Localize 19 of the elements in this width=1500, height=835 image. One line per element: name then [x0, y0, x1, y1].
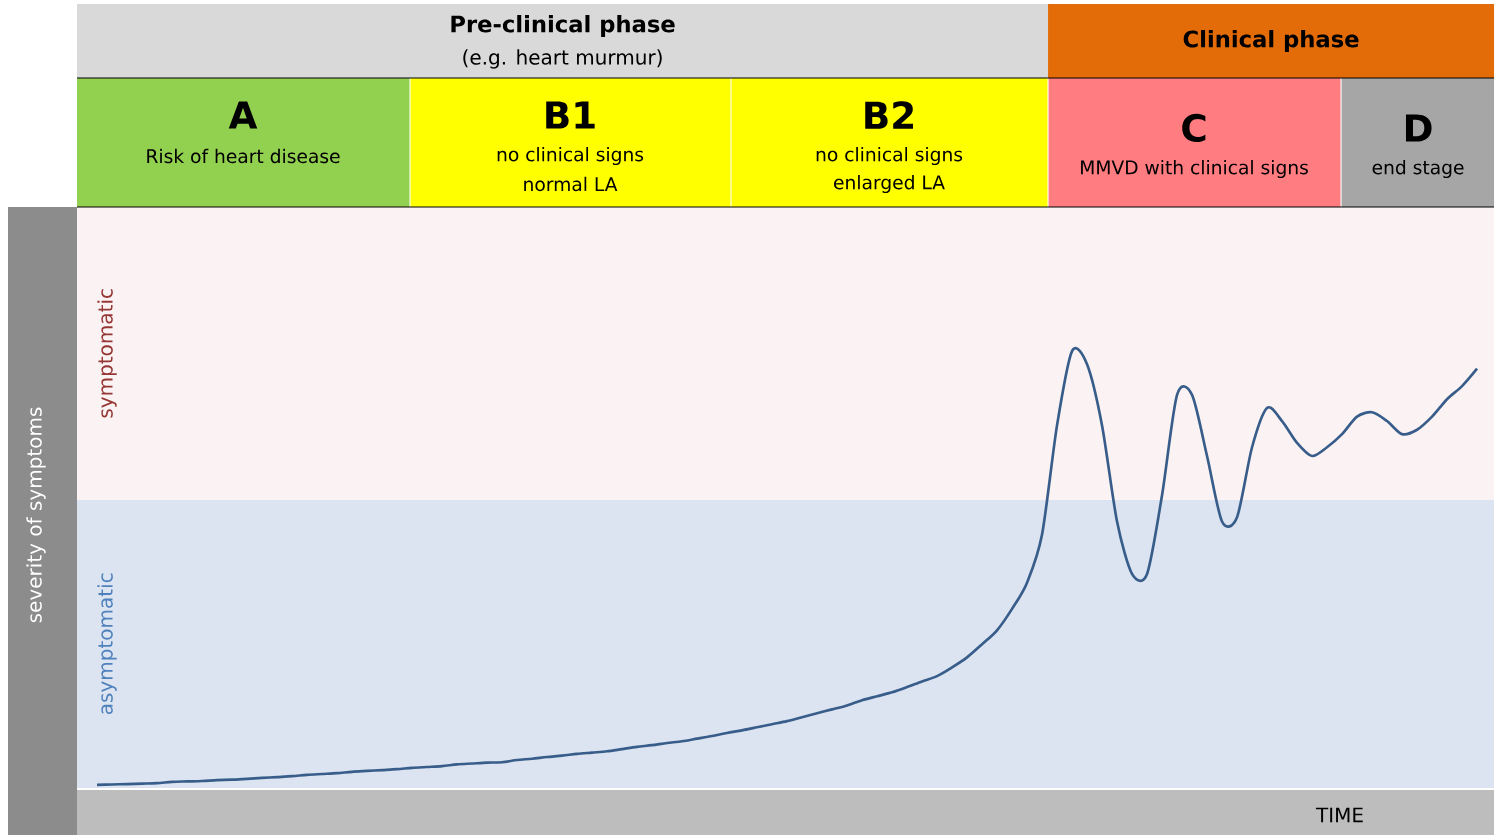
text: A — [228, 101, 258, 129]
text: (e.g. heart murmur) — [463, 49, 662, 69]
text: Risk of heart disease — [147, 148, 340, 164]
text: B1 — [546, 101, 595, 129]
text: C — [1182, 113, 1206, 143]
text: no clinical signs — [816, 146, 963, 166]
text: D — [1405, 114, 1432, 142]
band-label: symptomatic — [97, 289, 117, 418]
text: enlarged LA — [834, 174, 945, 194]
text: MMVD with clinical signs — [1081, 159, 1308, 179]
text: Clinical phase — [1183, 30, 1359, 52]
band-label: asymptomatic — [97, 573, 117, 715]
text: no clinical signs — [497, 146, 644, 166]
text: end stage — [1372, 159, 1464, 179]
text: B2 — [865, 101, 913, 129]
text: Pre-clinical phase — [451, 15, 675, 37]
y-axis-title: severity of symptoms — [26, 407, 46, 623]
x-axis-title: TIME — [1315, 807, 1363, 823]
text: normal LA — [524, 176, 618, 192]
